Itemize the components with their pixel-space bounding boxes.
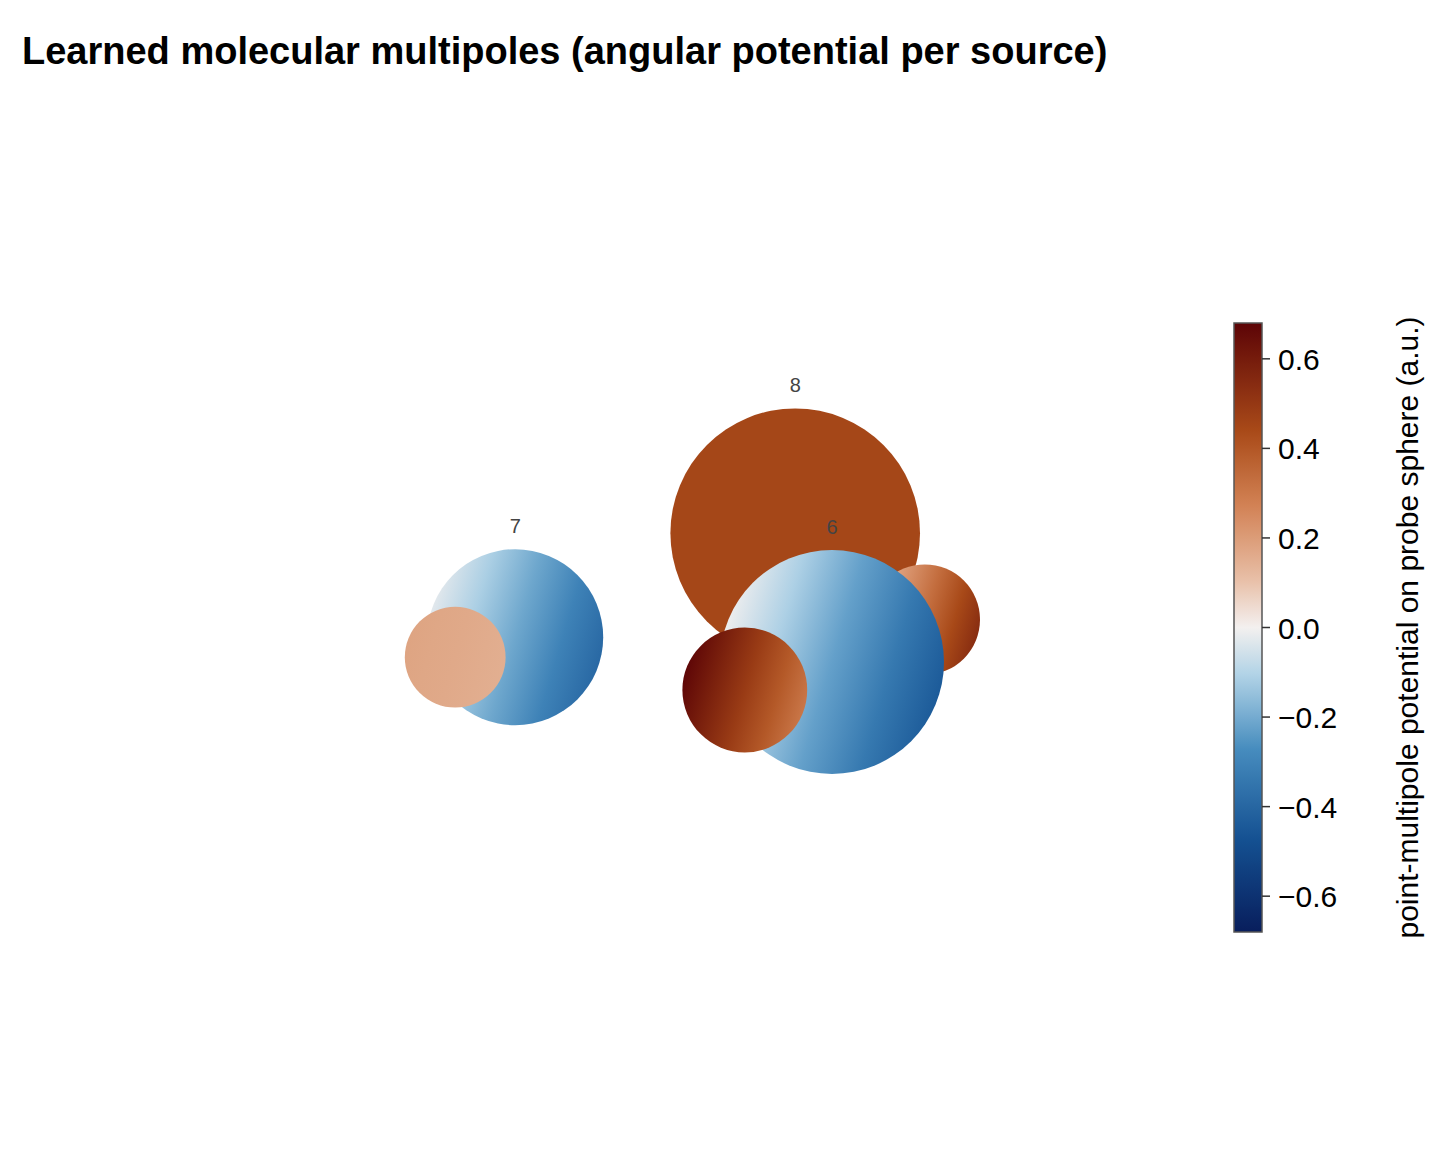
colorbar-tick [1262, 895, 1270, 897]
source-labels: 8 6 7 [510, 374, 838, 538]
colorbar: −0.6 −0.4 −0.2 0.0 0.2 0.4 0.6 point-multipole … [1234, 316, 1424, 938]
multipole-sphere [682, 628, 807, 753]
colorbar-tick-label: −0.2 [1278, 701, 1337, 734]
source-label: 6 [826, 516, 837, 538]
colorbar-tick-label: 0.0 [1278, 612, 1320, 645]
colorbar-tick-label: 0.4 [1278, 432, 1320, 465]
colorbar-label: point-multipole potential on probe spher… [1391, 316, 1424, 938]
colorbar-tick [1262, 537, 1270, 539]
colorbar-tick [1262, 358, 1270, 360]
colorbar-tick [1262, 806, 1270, 808]
source-label: 8 [790, 374, 801, 396]
title: Learned molecular multipoles (angular po… [22, 30, 1107, 72]
colorbar-tick [1262, 448, 1270, 450]
spheres [405, 408, 980, 774]
colorbar-tick-label: −0.6 [1278, 880, 1337, 913]
colorbar-tick [1262, 627, 1270, 629]
multipole-sphere [405, 607, 506, 708]
colorbar-scale [1234, 323, 1262, 932]
colorbar-tick [1262, 716, 1270, 718]
source-label: 7 [510, 515, 521, 537]
colorbar-tick-label: 0.2 [1278, 522, 1320, 555]
colorbar-tick-label: −0.4 [1278, 791, 1337, 824]
colorbar-tick-label: 0.6 [1278, 343, 1320, 376]
chart: Learned molecular multipoles (angular po… [0, 0, 1443, 1155]
